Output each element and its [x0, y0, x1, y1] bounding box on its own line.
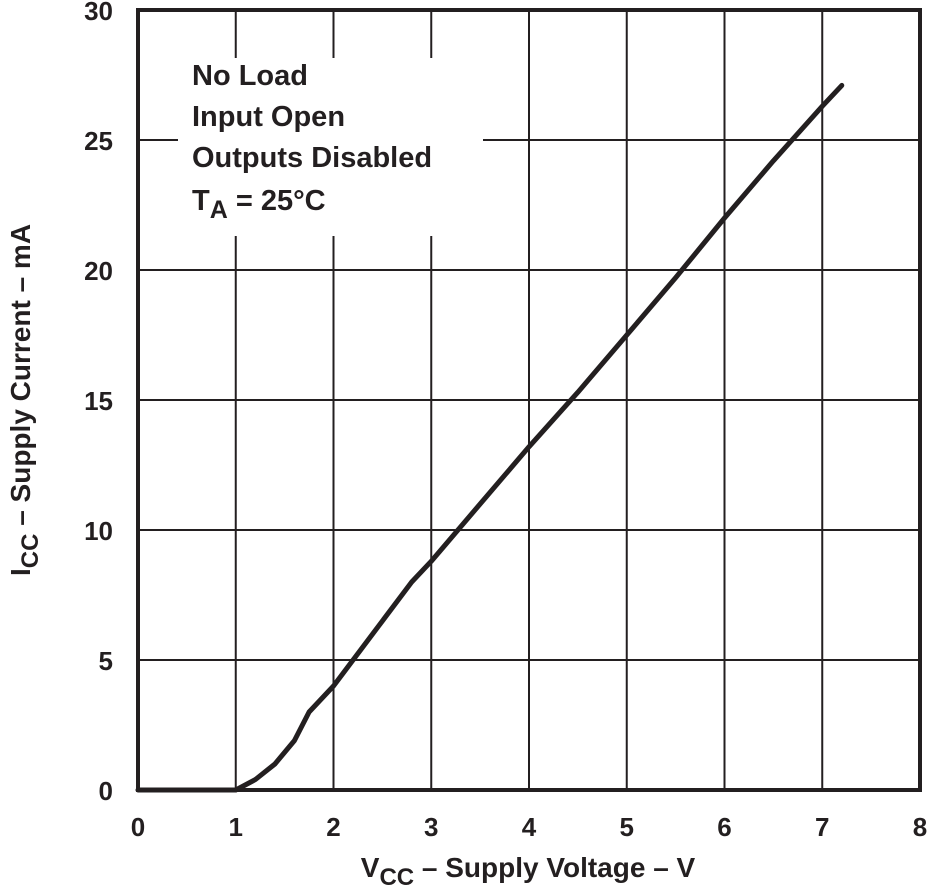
x-tick-labels: 0 1 2 3 4 5 6 7 8 [131, 812, 927, 842]
x-tick-label: 0 [131, 812, 145, 842]
x-tick-label: 3 [424, 812, 438, 842]
grid-lines [137, 9, 921, 791]
y-tick-label: 5 [99, 646, 113, 676]
annotation-temperature: TA = 25°C [192, 185, 326, 224]
y-axis-label: ICC – Supply Current – mA [5, 224, 44, 576]
icc-curve [135, 82, 845, 793]
annotation-outputs-disabled: Outputs Disabled [192, 142, 432, 174]
y-tick-label: 10 [84, 516, 113, 546]
x-axis-label: VCC – Supply Voltage – V [361, 852, 696, 891]
x-tick-label: 8 [913, 812, 927, 842]
y-tick-label: 30 [84, 0, 113, 26]
y-tick-label: 0 [99, 776, 113, 806]
annotation-input-open: Input Open [192, 101, 345, 133]
annotation-background [178, 58, 483, 236]
y-tick-label: 25 [84, 126, 113, 156]
annotation-no-load: No Load [192, 60, 308, 92]
x-tick-label: 4 [522, 812, 537, 842]
plot-frame [136, 8, 922, 792]
y-tick-labels: 0 5 10 15 20 25 30 [84, 0, 113, 806]
x-tick-label: 2 [326, 812, 340, 842]
y-tick-label: 20 [84, 256, 113, 286]
x-tick-label: 1 [229, 812, 243, 842]
y-tick-label: 15 [84, 386, 113, 416]
x-tick-label: 6 [717, 812, 731, 842]
conditions-annotation: No Load Input Open Outputs Disabled TA =… [192, 60, 432, 224]
x-tick-label: 7 [815, 812, 829, 842]
x-tick-label: 5 [620, 812, 634, 842]
